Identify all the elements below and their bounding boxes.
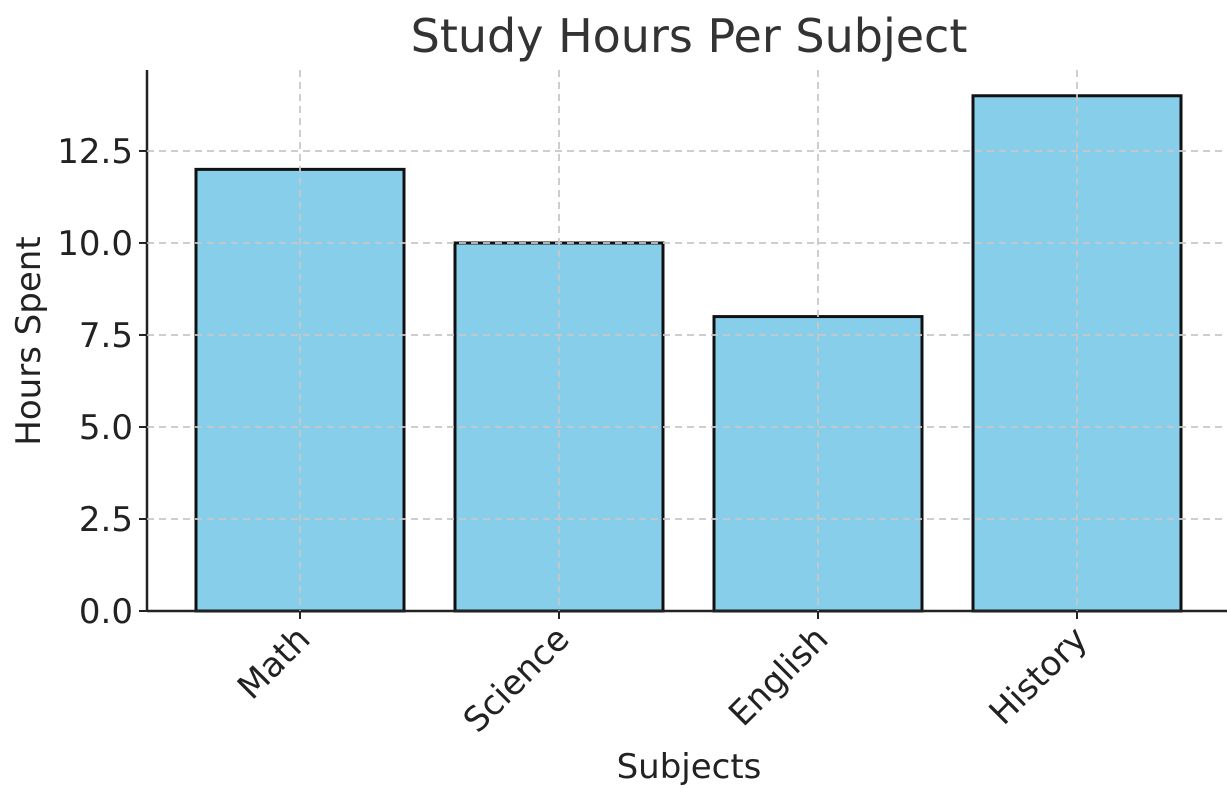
axes <box>139 70 1227 619</box>
y-axis-label: Hours Spent <box>9 236 49 445</box>
grid-lines <box>147 70 1227 611</box>
x-axis-label: Subjects <box>617 747 762 787</box>
bar-history <box>971 94 1183 613</box>
chart-title: Study Hours Per Subject <box>411 9 968 63</box>
y-tick-label: 10.0 <box>57 224 133 264</box>
x-tick-label-english: English <box>721 619 836 734</box>
y-tick-label: 7.5 <box>79 316 133 356</box>
y-tick-label: 5.0 <box>79 408 133 448</box>
bars <box>194 94 1183 613</box>
y-tick-label: 2.5 <box>79 500 133 540</box>
y-tick-label: 0.0 <box>79 592 133 632</box>
x-tick-label-math: Math <box>230 619 318 707</box>
y-tick-label: 12.5 <box>57 132 133 172</box>
x-tick-label-science: Science <box>456 619 577 740</box>
x-tick-label-history: History <box>982 619 1096 733</box>
